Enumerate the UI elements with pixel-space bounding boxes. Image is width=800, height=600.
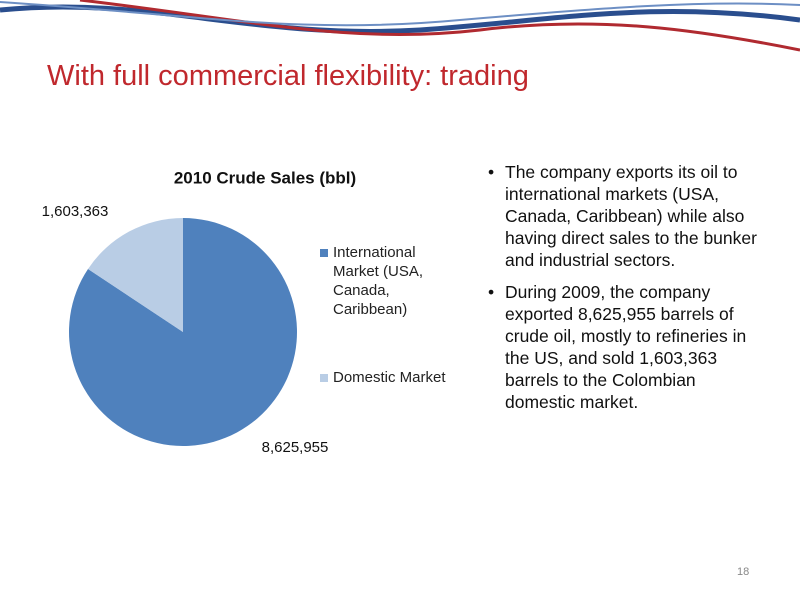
legend-entry: Domestic Market xyxy=(320,368,460,387)
bullet-list: The company exports its oil to internati… xyxy=(484,161,769,423)
data-label: 8,625,955 xyxy=(262,439,329,456)
chart-title: 2010 Crude Sales (bbl) xyxy=(174,168,356,187)
legend-entry: International Market (USA, Canada, Carib… xyxy=(320,243,460,319)
legend-label: Domestic Market xyxy=(333,369,446,386)
bullet: The company exports its oil to internati… xyxy=(484,161,769,271)
pie-slice xyxy=(88,218,183,332)
chart: 2010 Crude Sales (bbl) 8,625,955 1,603,36… xyxy=(42,168,357,456)
slide-title: With full commercial flexibility: tradin… xyxy=(47,60,529,92)
decoration xyxy=(0,0,800,52)
wave-light xyxy=(0,1,800,27)
wave-blue xyxy=(0,4,800,34)
legend-swatch xyxy=(320,249,328,257)
legend-swatch xyxy=(320,374,328,382)
bullet: During 2009, the company exported 8,625,… xyxy=(484,281,769,413)
wave-red xyxy=(79,0,800,52)
legend-label: International Market (USA, Canada, Carib… xyxy=(333,244,424,318)
page-number: 18 xyxy=(737,566,750,578)
data-label: 1,603,363 xyxy=(42,203,109,220)
